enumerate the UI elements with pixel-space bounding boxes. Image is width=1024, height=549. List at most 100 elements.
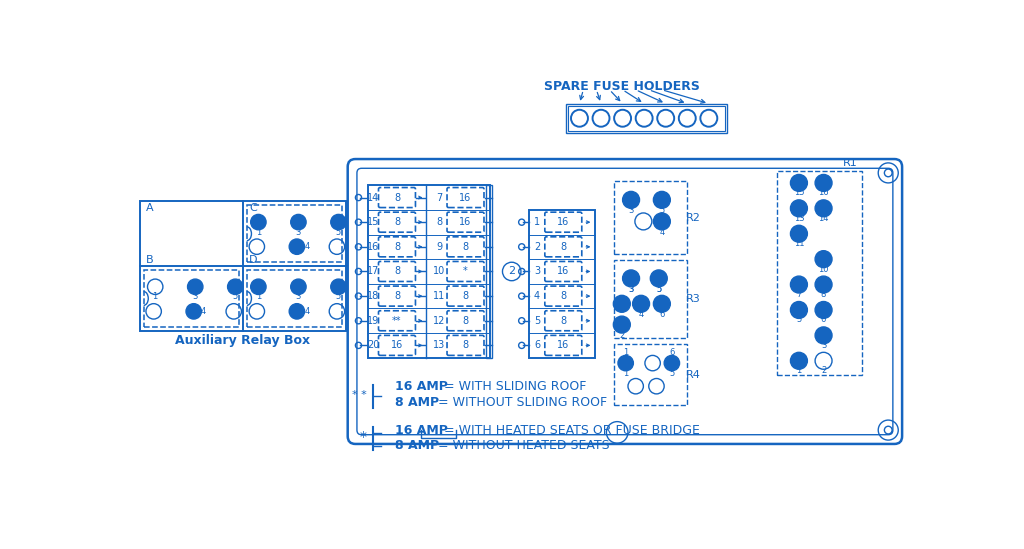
Text: 8: 8 — [560, 316, 566, 326]
Circle shape — [815, 175, 833, 192]
Text: C: C — [249, 203, 257, 212]
Text: *: * — [463, 266, 468, 277]
Text: 7: 7 — [797, 290, 802, 299]
Text: = WITHOUT HEATED SEATS: = WITHOUT HEATED SEATS — [438, 439, 609, 452]
Text: 16: 16 — [367, 242, 379, 252]
Bar — [247, 270, 342, 327]
Text: = WITH HEATED SEATS OR FUSE BRIDGE: = WITH HEATED SEATS OR FUSE BRIDGE — [444, 424, 699, 436]
Text: 10: 10 — [818, 265, 828, 273]
Text: 15: 15 — [794, 188, 804, 198]
Text: 8: 8 — [821, 290, 826, 299]
Text: 16 AMP: 16 AMP — [394, 424, 447, 436]
Text: *: * — [360, 430, 367, 444]
Text: 8: 8 — [560, 242, 566, 252]
Text: 16 AMP: 16 AMP — [394, 380, 447, 394]
Text: 1: 1 — [256, 228, 261, 237]
Text: 3: 3 — [296, 292, 301, 301]
Text: 8: 8 — [463, 291, 469, 301]
Text: 15: 15 — [367, 217, 379, 227]
Text: R3: R3 — [686, 294, 700, 304]
Text: R4: R4 — [686, 369, 700, 380]
Circle shape — [815, 301, 833, 318]
Bar — [485, 185, 492, 358]
Bar — [247, 205, 342, 262]
Text: 5: 5 — [534, 316, 541, 326]
Text: 5: 5 — [336, 228, 341, 237]
Bar — [614, 181, 687, 254]
Circle shape — [791, 352, 807, 369]
Circle shape — [623, 192, 640, 208]
Text: 2: 2 — [620, 331, 625, 340]
Text: 8: 8 — [463, 316, 469, 326]
Text: 12: 12 — [433, 316, 445, 326]
Text: B: B — [146, 255, 154, 265]
Text: 18: 18 — [367, 291, 379, 301]
Text: 1: 1 — [153, 292, 158, 301]
Circle shape — [289, 239, 304, 254]
Text: 8: 8 — [394, 266, 400, 277]
Text: 19: 19 — [367, 316, 379, 326]
Circle shape — [289, 304, 304, 319]
Text: 3: 3 — [629, 206, 634, 215]
Text: 1: 1 — [797, 366, 802, 376]
Circle shape — [227, 279, 243, 294]
Bar — [143, 270, 240, 327]
Text: 8: 8 — [436, 217, 442, 227]
Text: * *: * * — [352, 390, 367, 400]
Text: 4: 4 — [659, 228, 665, 237]
Text: 16: 16 — [818, 188, 828, 198]
Circle shape — [791, 175, 807, 192]
Text: 16: 16 — [391, 340, 403, 350]
Text: = WITHOUT SLIDING ROOF: = WITHOUT SLIDING ROOF — [438, 396, 607, 409]
Text: R2: R2 — [686, 212, 700, 222]
Text: 3: 3 — [821, 341, 826, 350]
Text: 5: 5 — [656, 285, 662, 294]
Circle shape — [653, 213, 671, 230]
Text: 6: 6 — [535, 340, 541, 350]
Text: 5: 5 — [656, 285, 662, 294]
Bar — [568, 106, 725, 131]
Text: 14: 14 — [818, 214, 828, 223]
Text: 11: 11 — [794, 239, 804, 248]
Text: = WITH SLIDING ROOF: = WITH SLIDING ROOF — [444, 380, 587, 394]
Text: 16: 16 — [557, 266, 569, 277]
Text: R1: R1 — [843, 158, 858, 168]
Circle shape — [791, 276, 807, 293]
Text: 4: 4 — [638, 310, 644, 319]
Text: 4: 4 — [201, 307, 206, 316]
Text: 8: 8 — [394, 193, 400, 203]
Circle shape — [617, 355, 634, 371]
Text: 8: 8 — [394, 291, 400, 301]
Text: 2: 2 — [534, 242, 541, 252]
Circle shape — [815, 251, 833, 267]
Circle shape — [815, 327, 833, 344]
Text: 3: 3 — [193, 292, 198, 301]
Text: 11: 11 — [433, 291, 445, 301]
Text: 14: 14 — [367, 193, 379, 203]
Text: 3: 3 — [296, 228, 301, 237]
Bar — [614, 260, 687, 339]
Text: 8: 8 — [394, 242, 400, 252]
Circle shape — [815, 276, 833, 293]
Text: 8: 8 — [560, 291, 566, 301]
Circle shape — [251, 279, 266, 294]
Text: 1: 1 — [256, 292, 261, 301]
Text: 20: 20 — [367, 340, 379, 350]
Circle shape — [650, 270, 668, 287]
Bar — [140, 201, 346, 330]
Text: 8: 8 — [394, 217, 400, 227]
Text: 4: 4 — [535, 291, 541, 301]
Text: 5: 5 — [232, 292, 238, 301]
Text: 8: 8 — [463, 242, 469, 252]
Text: Auxiliary Relay Box: Auxiliary Relay Box — [175, 334, 310, 348]
Text: **: ** — [392, 316, 401, 326]
Text: 9: 9 — [436, 242, 442, 252]
Circle shape — [633, 295, 649, 312]
Bar — [614, 344, 687, 406]
Bar — [565, 104, 727, 133]
Text: 1: 1 — [623, 368, 629, 378]
Text: 6: 6 — [659, 310, 665, 319]
Text: 5: 5 — [670, 368, 675, 378]
Text: 3: 3 — [535, 266, 541, 277]
Text: 13: 13 — [433, 340, 445, 350]
